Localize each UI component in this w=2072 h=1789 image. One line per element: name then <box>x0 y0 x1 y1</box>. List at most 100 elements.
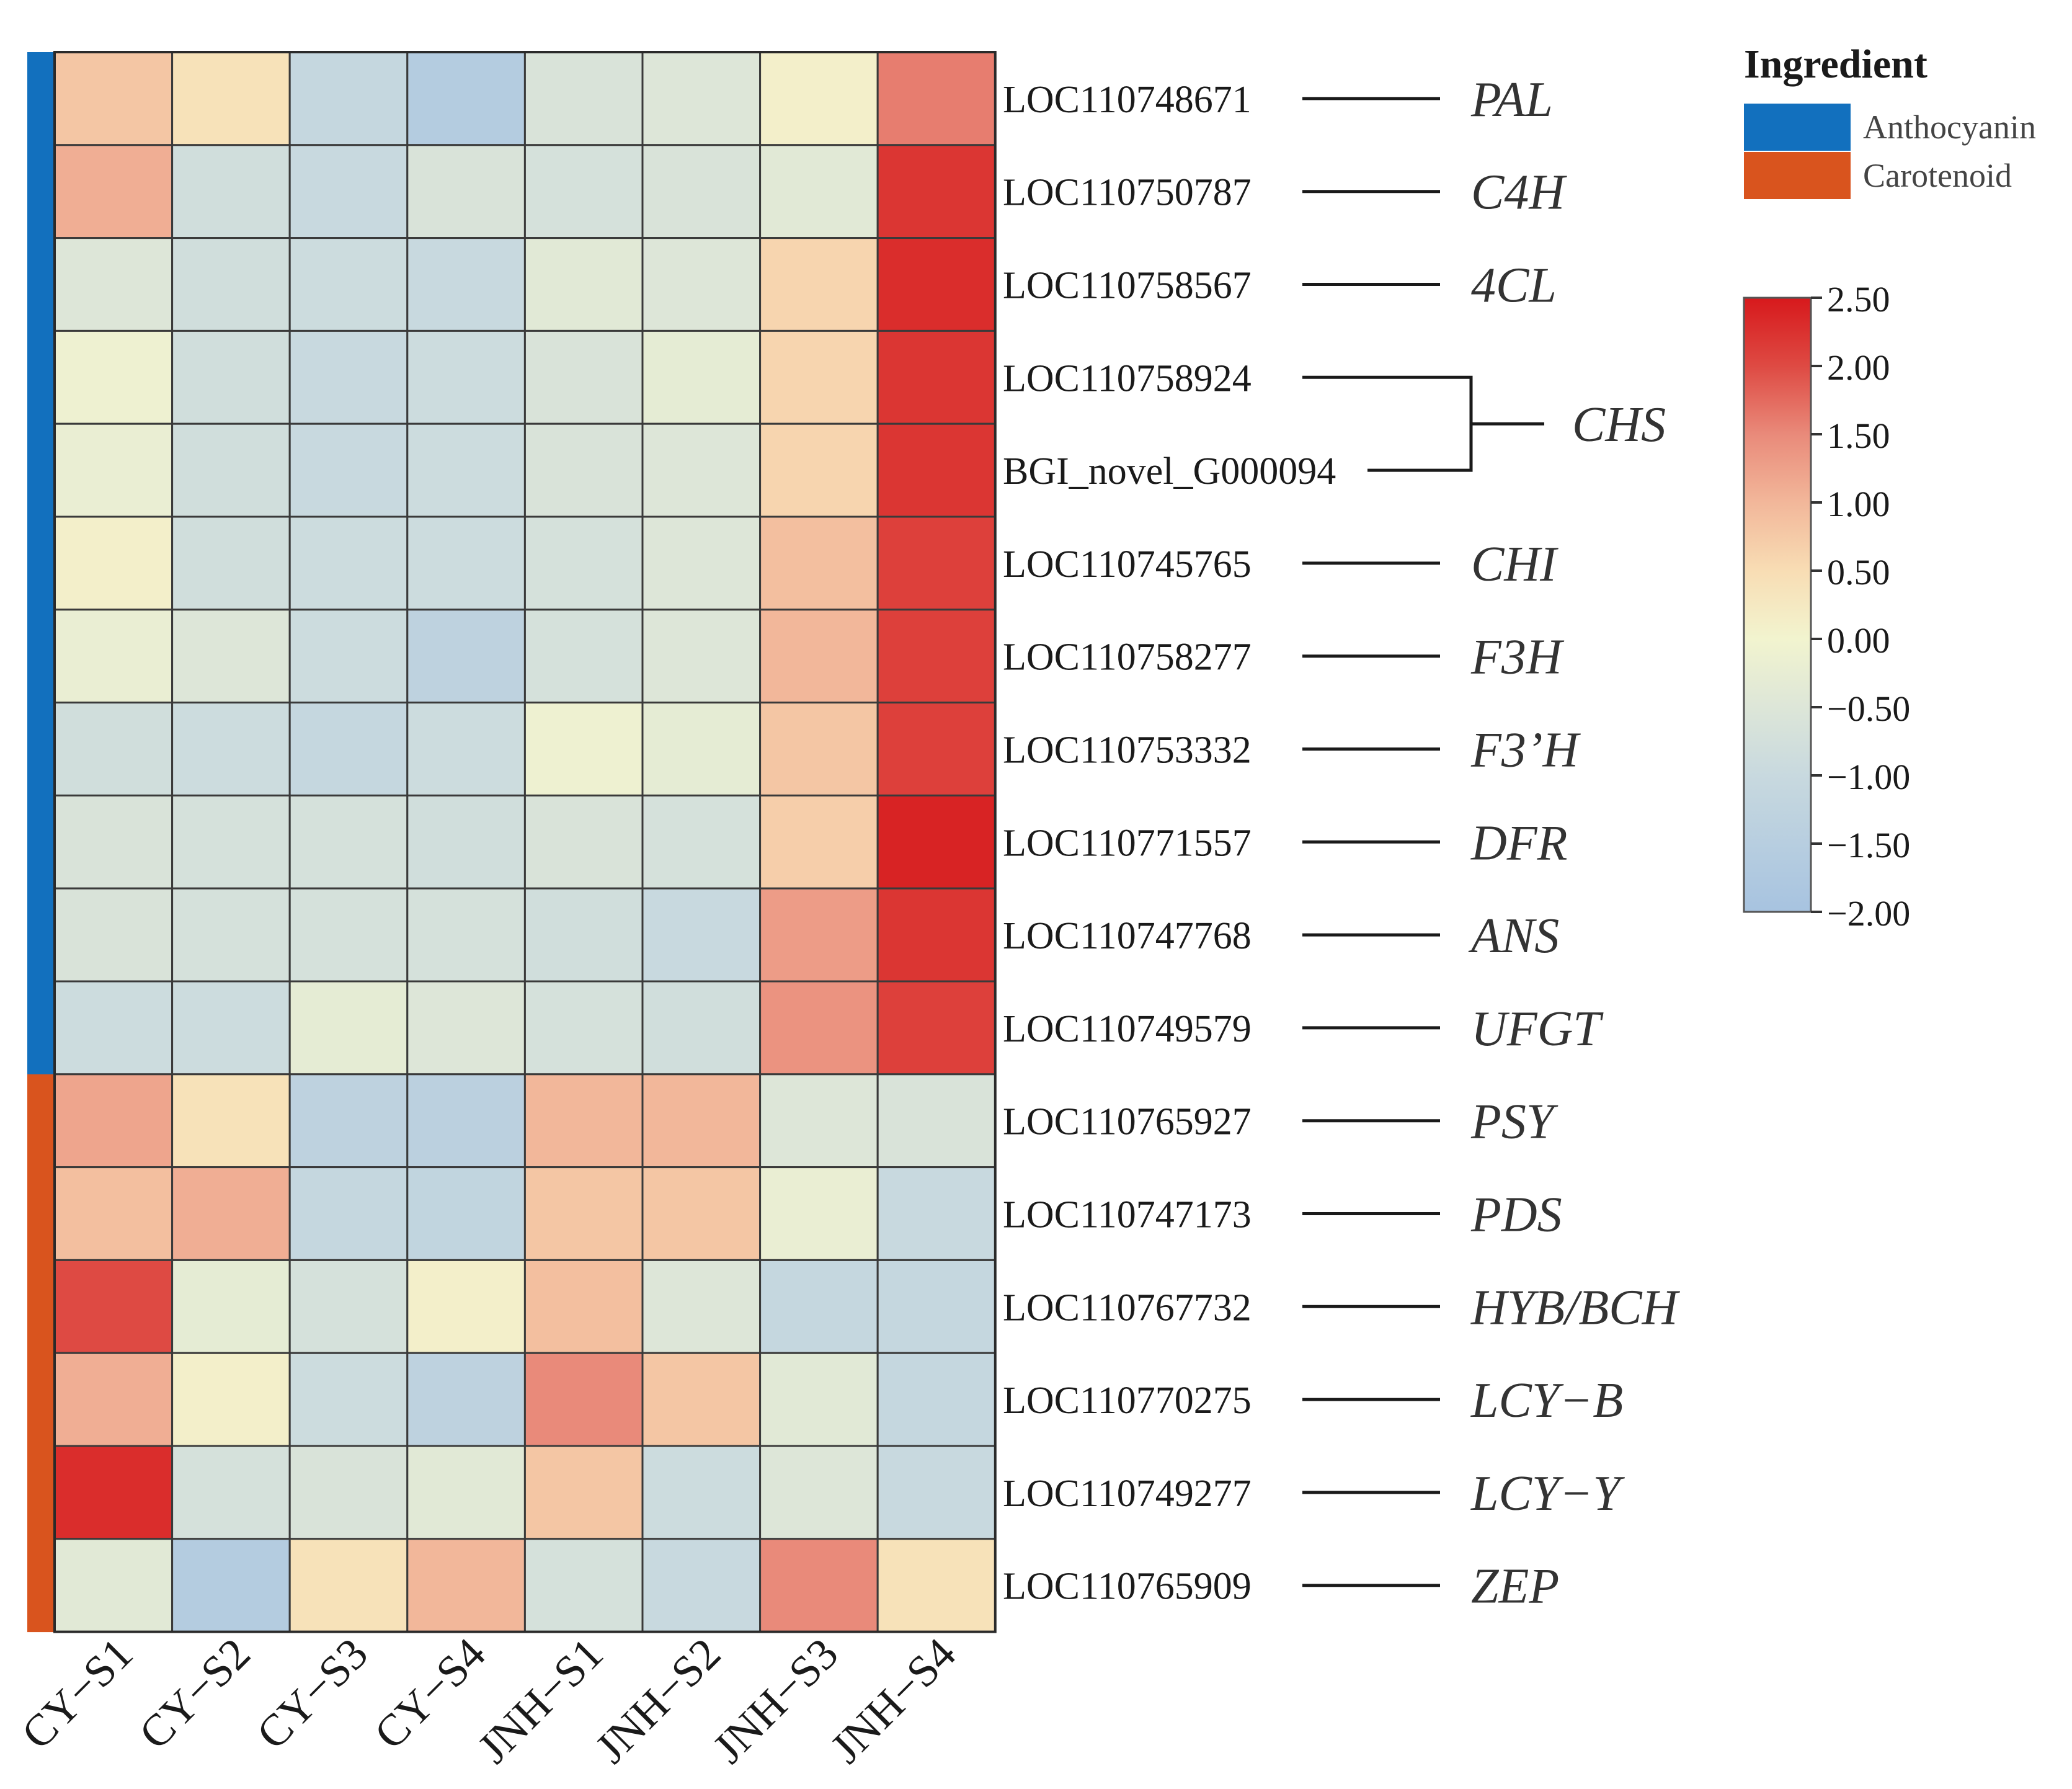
gene-label: C4H <box>1471 166 1567 220</box>
heatmap-cell <box>406 1259 526 1354</box>
heatmap-cell <box>171 609 291 704</box>
heatmap-cell <box>288 609 409 704</box>
heatmap-cell <box>53 1166 174 1261</box>
heatmap-cell <box>171 702 291 796</box>
scale-tick-label: −1.50 <box>1827 825 1910 865</box>
heatmap-cell <box>876 702 997 796</box>
heatmap-cell <box>876 422 997 518</box>
heatmap-cell <box>523 422 644 518</box>
row-id-label: LOC110745765 <box>1003 543 1252 586</box>
heatmap-cell <box>759 329 879 425</box>
heatmap-cell <box>53 1445 174 1540</box>
heatmap-cell <box>523 515 644 611</box>
heatmap-cell <box>53 609 174 704</box>
column-label: CY−S2 <box>130 1628 260 1759</box>
scale-tick-label: 2.50 <box>1827 279 1890 319</box>
heatmap-cell <box>171 1259 291 1354</box>
scale-tick-label: 1.00 <box>1827 484 1890 524</box>
heatmap-cell <box>641 51 762 146</box>
scale-tick-label: 1.50 <box>1827 416 1890 456</box>
heatmap-cell <box>288 237 409 332</box>
heatmap-cell <box>759 1073 879 1169</box>
heatmap-cell <box>759 794 879 890</box>
annotation-cell-carotenoid <box>27 1167 55 1260</box>
heatmap-cell <box>641 1073 762 1169</box>
heatmap-cell <box>288 1073 409 1169</box>
column-label: JNH−S4 <box>821 1628 965 1772</box>
heatmap-cell <box>53 1073 174 1169</box>
heatmap-cell <box>406 422 526 518</box>
heatmap-cell <box>876 144 997 239</box>
heatmap-cell <box>523 329 644 425</box>
heatmap-cell <box>406 144 526 239</box>
row-id-label: LOC110758277 <box>1003 636 1252 679</box>
heatmap-cell <box>759 515 879 611</box>
heatmap-cell <box>171 329 291 425</box>
heatmap-cell <box>288 515 409 611</box>
gene-label: 4CL <box>1471 259 1557 313</box>
row-id-label: BGI_novel_G000094 <box>1003 450 1336 493</box>
heatmap-cell <box>288 887 409 983</box>
heatmap-cell <box>523 794 644 890</box>
heatmap-cell <box>406 1352 526 1447</box>
heatmap-cell <box>759 237 879 332</box>
heatmap-cell <box>876 609 997 704</box>
gene-label: UFGT <box>1471 1002 1604 1056</box>
heatmap-cell <box>171 1538 291 1633</box>
annotation-cell-carotenoid <box>27 1260 55 1354</box>
heatmap-cell <box>876 887 997 983</box>
heatmap-cell <box>876 1445 997 1540</box>
scale-tick-label: 0.00 <box>1827 620 1890 661</box>
row-annotation-bar <box>27 52 55 1633</box>
heatmap-cell <box>523 702 644 796</box>
heatmap-cell <box>171 515 291 611</box>
annotation-cell-carotenoid <box>27 1353 55 1447</box>
heatmap-cell <box>171 980 291 1076</box>
legend-label-carotenoid: Carotenoid <box>1863 157 2012 194</box>
heatmap-cell <box>876 1352 997 1447</box>
gene-label: F3’H <box>1470 723 1581 778</box>
row-id-label: LOC110767732 <box>1003 1287 1252 1329</box>
row-id-label: LOC110749277 <box>1003 1473 1252 1515</box>
heatmap-cell <box>53 887 174 983</box>
heatmap-cell <box>406 1073 526 1169</box>
legend-title: Ingredient <box>1744 42 1927 87</box>
annotation-cell-anthocyanin <box>27 517 55 610</box>
heatmap-cell <box>171 422 291 518</box>
heatmap-cell <box>406 980 526 1076</box>
scale-tick-label: −0.50 <box>1827 689 1910 729</box>
heatmap-cell <box>53 980 174 1076</box>
heatmap-cell <box>641 1259 762 1354</box>
gene-label: LCY−B <box>1470 1373 1623 1428</box>
color-scale-bar <box>1743 297 1812 913</box>
column-label: JNH−S2 <box>586 1628 730 1772</box>
heatmap-cell <box>876 1538 997 1633</box>
heatmap-cell <box>523 980 644 1076</box>
heatmap-cell <box>759 1445 879 1540</box>
heatmap-cell <box>406 887 526 983</box>
column-label: CY−S3 <box>247 1628 378 1759</box>
row-id-label: LOC110770275 <box>1003 1380 1252 1422</box>
heatmap-cell <box>288 1166 409 1261</box>
heatmap-cell <box>759 980 879 1076</box>
row-labels: LOC110748671 PAL LOC110750787 C4H LOC1107585… <box>1003 73 1681 1614</box>
color-scale-legend: 2.50 2.00 1.50 1.00 0.50 0.00 −0.50 −1.00 −1.50 −… <box>1743 279 1910 934</box>
heatmap-cell <box>876 794 997 890</box>
ingredient-legend: Ingredient Anthocyanin Carotenoid <box>1744 42 2036 199</box>
heatmap-cell <box>406 515 526 611</box>
annotation-cell-anthocyanin <box>27 702 55 796</box>
heatmap-cell <box>171 887 291 983</box>
heatmap-cell <box>641 144 762 239</box>
heatmap-cell <box>876 1073 997 1169</box>
gene-label: CHI <box>1471 537 1558 592</box>
gene-label: PAL <box>1470 73 1553 127</box>
annotation-cell-anthocyanin <box>27 424 55 517</box>
heatmap-cell <box>876 329 997 425</box>
row-id-label: LOC110758924 <box>1003 357 1252 399</box>
legend-swatch-anthocyanin <box>1744 104 1851 151</box>
heatmap-cell <box>759 51 879 146</box>
heatmap-cell <box>406 1445 526 1540</box>
heatmap-cell <box>171 1073 291 1169</box>
row-id-label: LOC110765927 <box>1003 1101 1252 1143</box>
gene-label: ANS <box>1468 909 1559 963</box>
